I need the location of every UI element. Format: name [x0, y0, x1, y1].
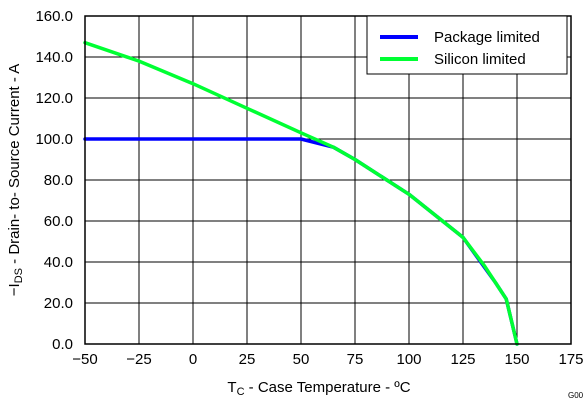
x-axis-title: TC - Case Temperature - ºC	[227, 379, 410, 398]
x-tick-label: −25	[126, 351, 151, 368]
y-tick-label: 80.0	[44, 172, 73, 189]
y-tick-label: 140.0	[35, 49, 73, 66]
y-tick-label: 0.0	[52, 336, 73, 353]
y-tick-label: 120.0	[35, 90, 73, 107]
y-tick-labels: 0.0 20.0 40.0 60.0 80.0 100.0 120.0 140.0 160.0	[35, 8, 73, 353]
y-tick-label: 160.0	[35, 8, 73, 25]
y-axis-title: −IDS - Drain- to- Source Current - A	[6, 64, 25, 296]
legend-label-package-limited: Package limited	[434, 29, 540, 46]
x-tick-label: 75	[347, 351, 364, 368]
legend: Package limited Silicon limited	[366, 15, 568, 75]
x-tick-label: 125	[450, 351, 475, 368]
y-tick-label: 100.0	[35, 131, 73, 148]
x-tick-label: 25	[239, 351, 256, 368]
y-tick-label: 20.0	[44, 295, 73, 312]
x-tick-label: 0	[189, 351, 197, 368]
x-tick-label: 100	[396, 351, 421, 368]
plot-frame	[84, 15, 572, 345]
x-tick-label: 175	[558, 351, 583, 368]
x-tick-label: −50	[72, 351, 97, 368]
legend-label-silicon-limited: Silicon limited	[434, 51, 526, 68]
figure-code: G00	[568, 391, 584, 400]
y-tick-label: 40.0	[44, 254, 73, 271]
series-lines	[83, 40, 519, 346]
x-tick-label: 150	[504, 351, 529, 368]
x-tick-labels: −50 −25 0 25 50 75 100 125 150 175	[72, 351, 583, 368]
y-tick-label: 60.0	[44, 213, 73, 230]
x-tick-label: 50	[293, 351, 310, 368]
series-line-silicon-limited	[83, 40, 519, 346]
legend-box	[366, 15, 568, 75]
